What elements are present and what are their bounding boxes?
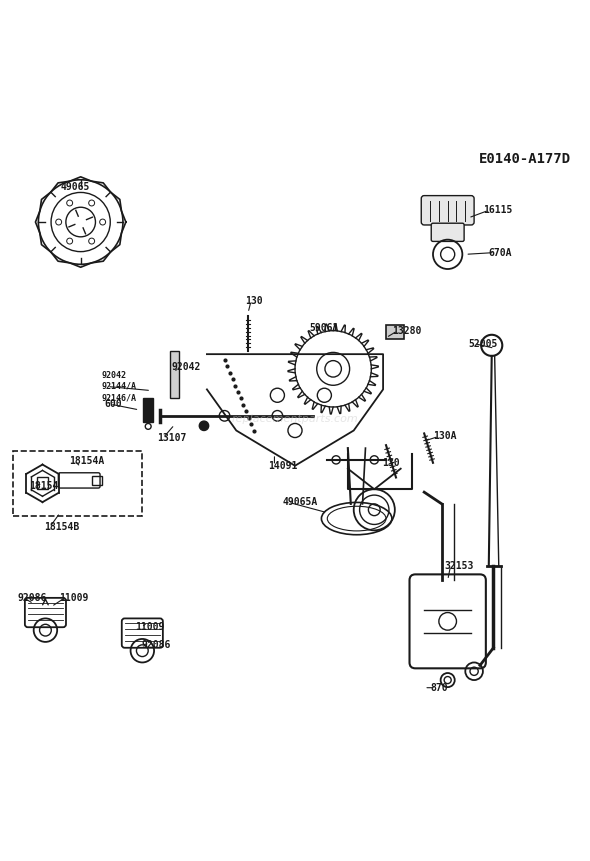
Text: 11009: 11009: [59, 593, 88, 603]
Text: 870: 870: [430, 683, 448, 693]
Text: 130: 130: [245, 296, 263, 307]
Text: 18154: 18154: [29, 481, 58, 492]
Text: 18154A: 18154A: [69, 456, 104, 466]
Bar: [386, 325, 404, 339]
Text: 92086: 92086: [18, 593, 47, 603]
FancyBboxPatch shape: [431, 223, 464, 241]
Text: 16115: 16115: [483, 205, 512, 215]
Text: 92042: 92042: [172, 362, 201, 372]
Bar: [13, 451, 142, 516]
Text: 670A: 670A: [489, 248, 512, 257]
Text: 32153: 32153: [445, 561, 474, 571]
Text: 49065: 49065: [60, 182, 90, 192]
Text: 49065A: 49065A: [282, 497, 317, 507]
Bar: [93, 476, 102, 485]
Text: 130A: 130A: [433, 431, 457, 442]
Text: 13280: 13280: [392, 325, 421, 336]
Text: 92042
92144/A
92146/A: 92042 92144/A 92146/A: [101, 371, 136, 402]
Text: 59061: 59061: [310, 323, 339, 332]
Bar: [37, 478, 48, 489]
Text: 92086: 92086: [141, 640, 171, 650]
Text: 130: 130: [382, 458, 399, 468]
Text: replacementparts.com: replacementparts.com: [232, 414, 358, 424]
Text: 14091: 14091: [268, 461, 298, 471]
Circle shape: [199, 421, 209, 430]
Bar: [143, 398, 153, 422]
FancyBboxPatch shape: [421, 195, 474, 225]
Text: 11009: 11009: [135, 623, 165, 632]
Bar: [170, 351, 179, 398]
Text: 18154B: 18154B: [44, 523, 79, 532]
Text: 600: 600: [104, 400, 122, 409]
Text: 52005: 52005: [468, 338, 497, 349]
Text: 13107: 13107: [157, 433, 186, 443]
Text: E0140-A177D: E0140-A177D: [479, 152, 571, 165]
